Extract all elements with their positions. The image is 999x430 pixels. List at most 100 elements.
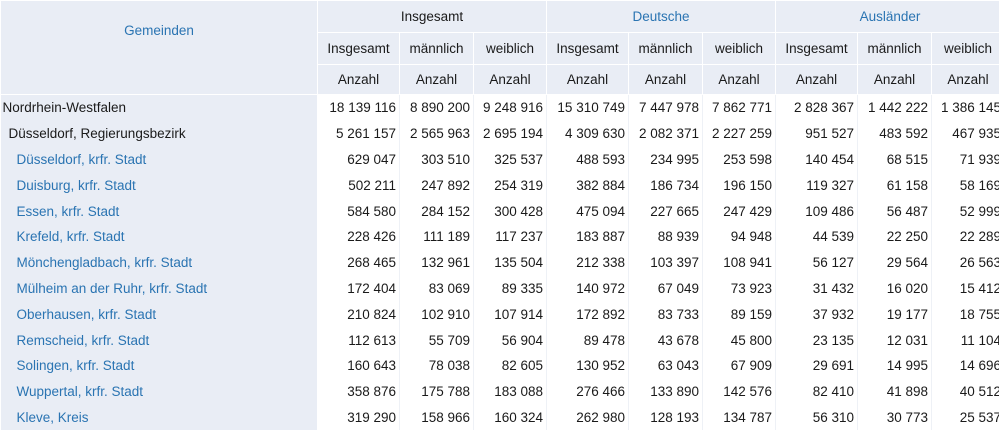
value-cell: 67 909 xyxy=(703,353,776,379)
value-cell: 629 047 xyxy=(318,147,400,173)
value-cell: 94 948 xyxy=(703,224,776,250)
value-cell: 83 733 xyxy=(629,301,703,327)
value-cell: 2 565 963 xyxy=(400,121,474,147)
value-cell: 227 665 xyxy=(629,198,703,224)
value-cell: 56 127 xyxy=(776,250,858,276)
value-cell: 1 442 222 xyxy=(858,95,932,121)
value-cell: 111 189 xyxy=(400,224,474,250)
subheader-insgesamt: Insgesamt xyxy=(547,33,629,65)
value-cell: 160 324 xyxy=(474,405,547,430)
value-cell: 73 923 xyxy=(703,276,776,302)
row-label[interactable]: Kleve, Kreis xyxy=(1,405,318,430)
row-label[interactable]: Wuppertal, krfr. Stadt xyxy=(1,379,318,405)
value-cell: 89 159 xyxy=(703,301,776,327)
value-cell: 172 892 xyxy=(547,301,629,327)
value-cell: 4 309 630 xyxy=(547,121,629,147)
value-cell: 56 310 xyxy=(776,405,858,430)
row-label[interactable]: Mönchengladbach, krfr. Stadt xyxy=(1,250,318,276)
value-cell: 18 139 116 xyxy=(318,95,400,121)
unit-label: Anzahl xyxy=(629,65,703,95)
value-cell: 132 961 xyxy=(400,250,474,276)
value-cell: 2 828 367 xyxy=(776,95,858,121)
value-cell: 175 788 xyxy=(400,379,474,405)
value-cell: 40 512 xyxy=(932,379,999,405)
value-cell: 951 527 xyxy=(776,121,858,147)
value-cell: 37 932 xyxy=(776,301,858,327)
unit-label: Anzahl xyxy=(932,65,999,95)
value-cell: 108 941 xyxy=(703,250,776,276)
row-label[interactable]: Oberhausen, krfr. Stadt xyxy=(1,301,318,327)
value-cell: 5 261 157 xyxy=(318,121,400,147)
value-cell: 89 478 xyxy=(547,327,629,353)
value-cell: 56 904 xyxy=(474,327,547,353)
value-cell: 300 428 xyxy=(474,198,547,224)
subheader-weiblich: weiblich xyxy=(703,33,776,65)
value-cell: 130 952 xyxy=(547,353,629,379)
value-cell: 58 169 xyxy=(932,172,999,198)
value-cell: 183 088 xyxy=(474,379,547,405)
unit-label: Anzahl xyxy=(318,65,400,95)
value-cell: 25 537 xyxy=(932,405,999,430)
row-label[interactable]: Essen, krfr. Stadt xyxy=(1,198,318,224)
value-cell: 14 995 xyxy=(858,353,932,379)
row-header-gemeinden[interactable]: Gemeinden xyxy=(1,1,318,95)
row-label: Nordrhein-Westfalen xyxy=(1,95,318,121)
unit-label: Anzahl xyxy=(703,65,776,95)
table-header: Gemeinden Insgesamt Deutsche Ausländer I… xyxy=(1,1,999,95)
value-cell: 196 150 xyxy=(703,172,776,198)
value-cell: 14 696 xyxy=(932,353,999,379)
group-header-deutsche[interactable]: Deutsche xyxy=(547,1,776,33)
row-label[interactable]: Solingen, krfr. Stadt xyxy=(1,353,318,379)
value-cell: 253 598 xyxy=(703,147,776,173)
subheader-insgesamt: Insgesamt xyxy=(776,33,858,65)
value-cell: 382 884 xyxy=(547,172,629,198)
value-cell: 7 862 771 xyxy=(703,95,776,121)
value-cell: 45 800 xyxy=(703,327,776,353)
group-header-insgesamt: Insgesamt xyxy=(318,1,547,33)
value-cell: 140 454 xyxy=(776,147,858,173)
subheader-weiblich: weiblich xyxy=(474,33,547,65)
unit-label: Anzahl xyxy=(474,65,547,95)
value-cell: 18 755 xyxy=(932,301,999,327)
row-label[interactable]: Krefeld, krfr. Stadt xyxy=(1,224,318,250)
subheader-maennlich: männlich xyxy=(400,33,474,65)
row-label[interactable]: Mülheim an der Ruhr, krfr. Stadt xyxy=(1,276,318,302)
row-label: Düsseldorf, Regierungsbezirk xyxy=(1,121,318,147)
value-cell: 15 412 xyxy=(932,276,999,302)
row-label[interactable]: Remscheid, krfr. Stadt xyxy=(1,327,318,353)
value-cell: 268 465 xyxy=(318,250,400,276)
value-cell: 117 237 xyxy=(474,224,547,250)
unit-label: Anzahl xyxy=(858,65,932,95)
value-cell: 68 515 xyxy=(858,147,932,173)
value-cell: 2 227 259 xyxy=(703,121,776,147)
row-label[interactable]: Duisburg, krfr. Stadt xyxy=(1,172,318,198)
row-label[interactable]: Düsseldorf, krfr. Stadt xyxy=(1,147,318,173)
value-cell: 55 709 xyxy=(400,327,474,353)
group-header-auslaender[interactable]: Ausländer xyxy=(776,1,999,33)
value-cell: 2 695 194 xyxy=(474,121,547,147)
value-cell: 467 935 xyxy=(932,121,999,147)
value-cell: 247 892 xyxy=(400,172,474,198)
value-cell: 22 289 xyxy=(932,224,999,250)
value-cell: 16 020 xyxy=(858,276,932,302)
value-cell: 63 043 xyxy=(629,353,703,379)
value-cell: 109 486 xyxy=(776,198,858,224)
value-cell: 502 211 xyxy=(318,172,400,198)
value-cell: 19 177 xyxy=(858,301,932,327)
value-cell: 183 887 xyxy=(547,224,629,250)
value-cell: 319 290 xyxy=(318,405,400,430)
subheader-insgesamt: Insgesamt xyxy=(318,33,400,65)
value-cell: 234 995 xyxy=(629,147,703,173)
